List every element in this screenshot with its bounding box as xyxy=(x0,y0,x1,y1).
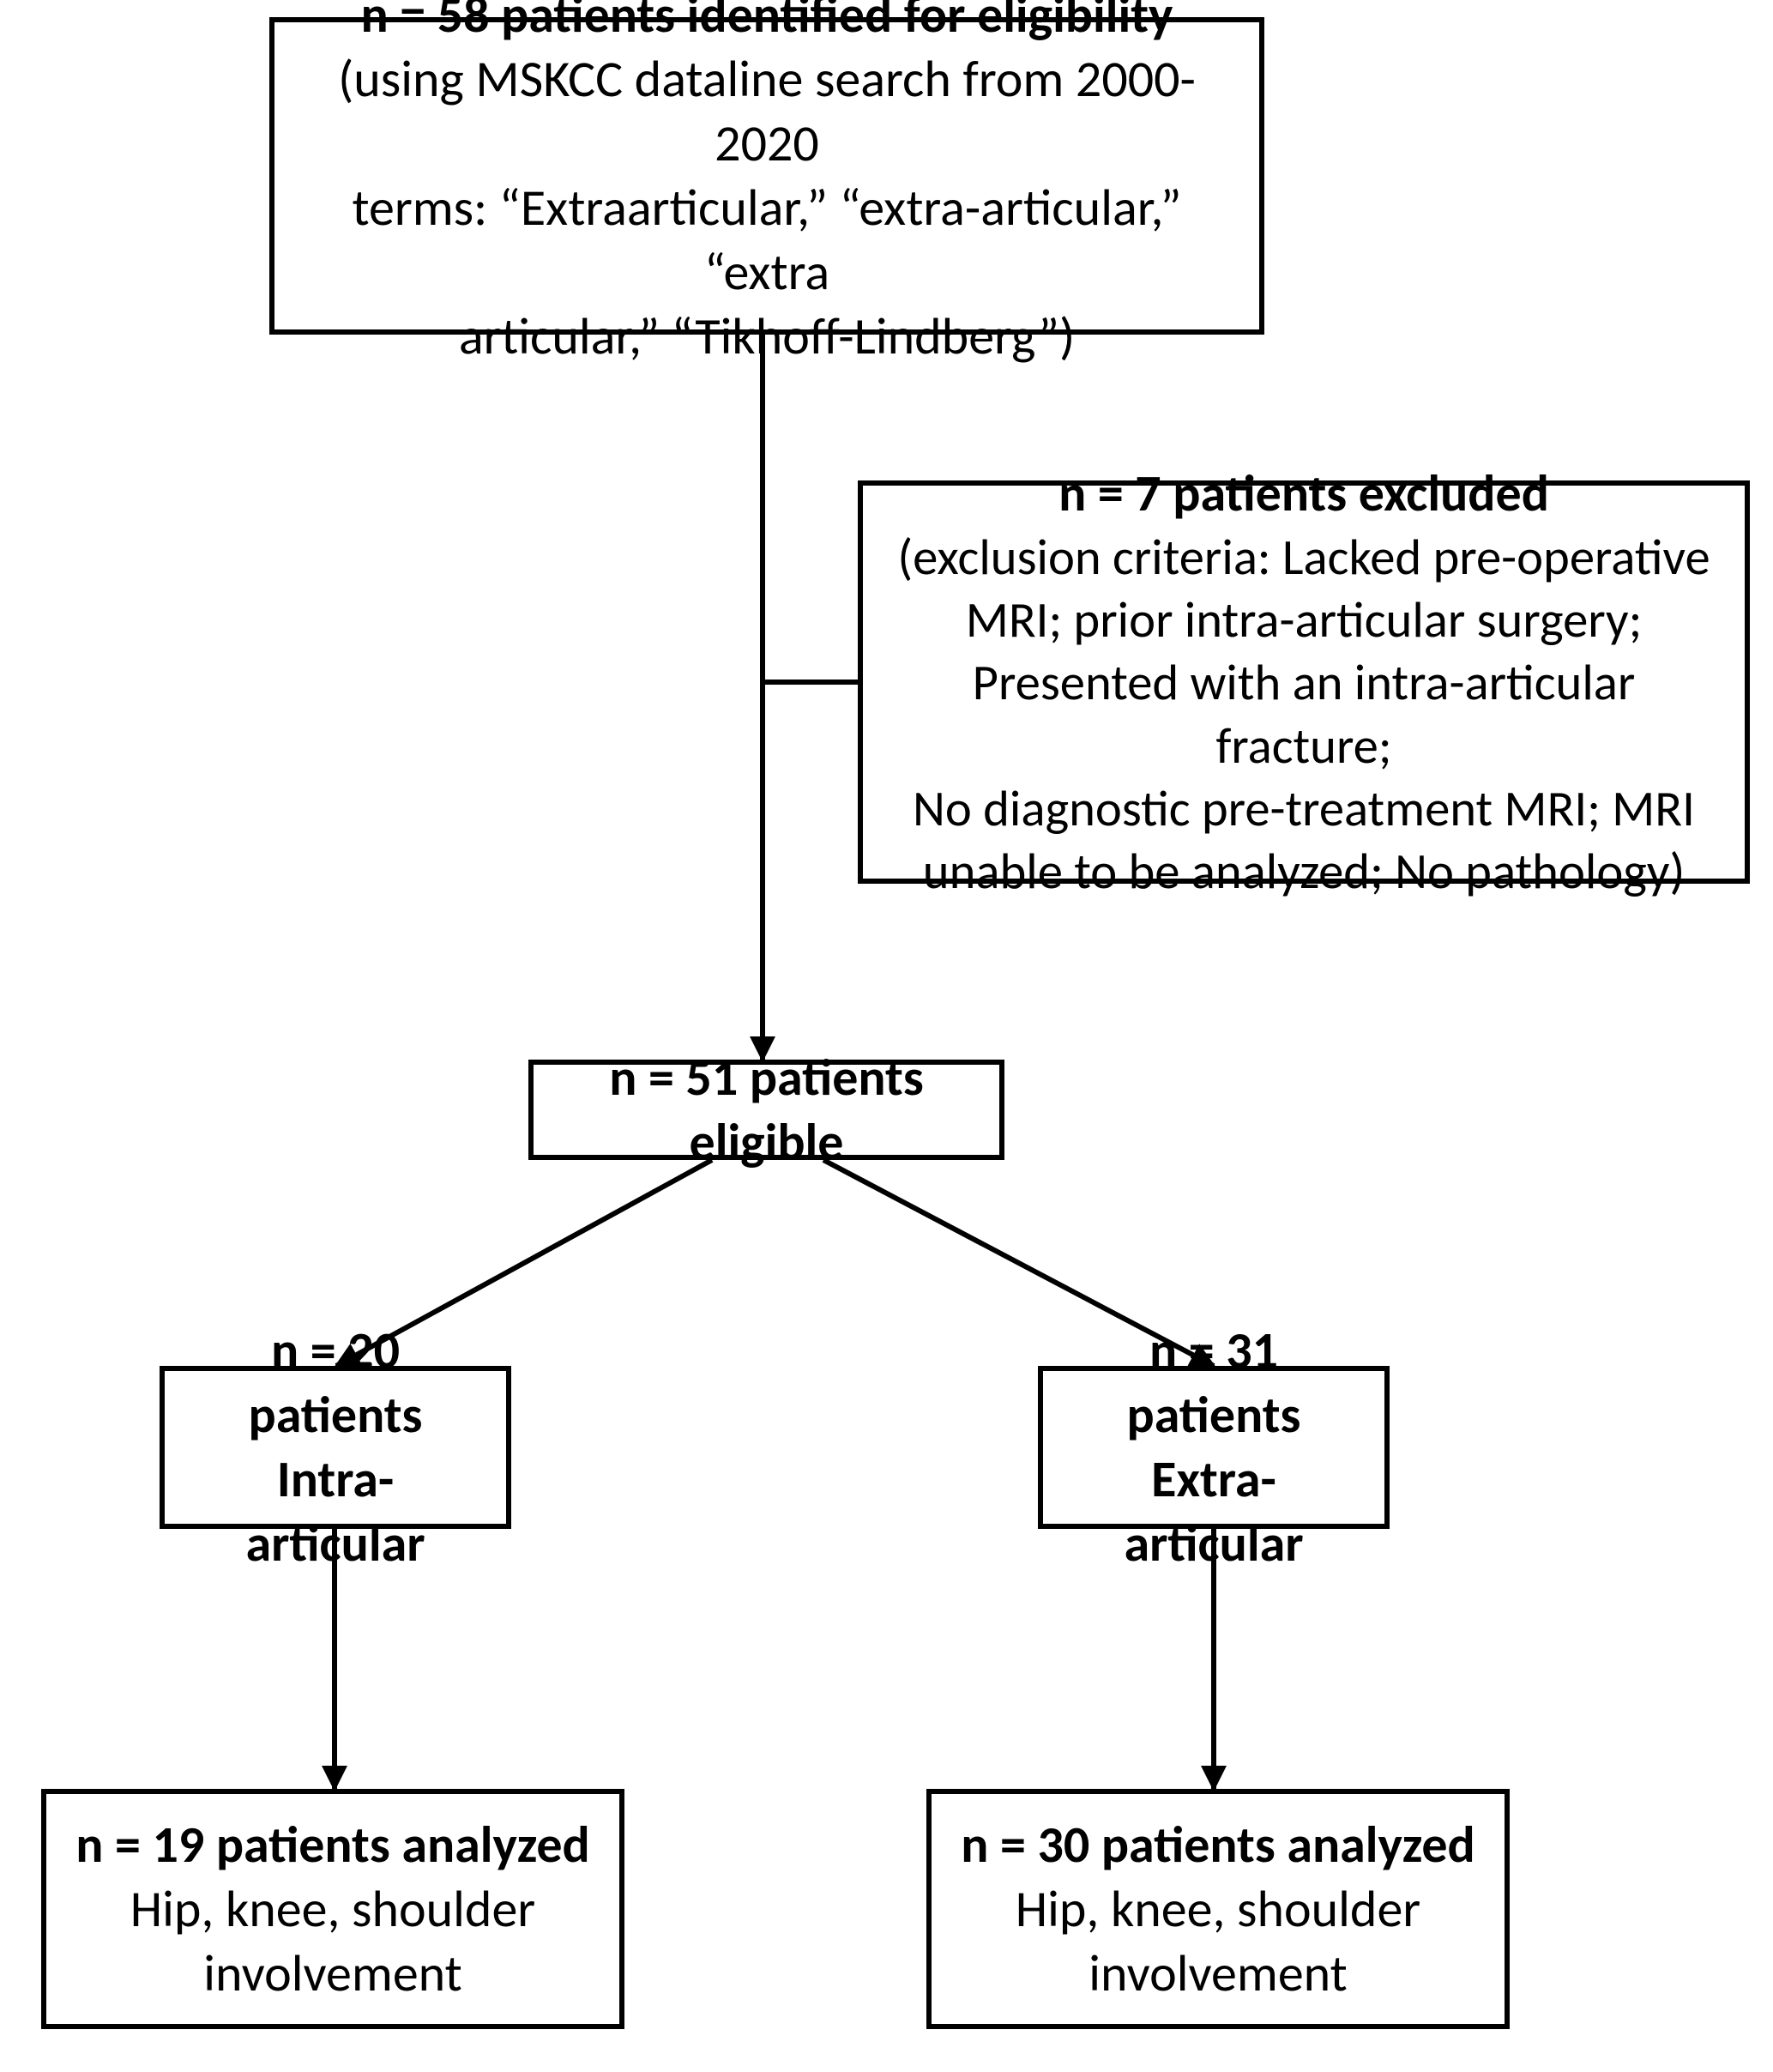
node-intra-analyzed-title: n = 19 patients analyzed xyxy=(75,1813,590,1877)
node-intra-analyzed-line1: Hip, knee, shoulder xyxy=(130,1877,535,1942)
node-eligibility-title: n = 58 patients identified for eligibili… xyxy=(361,0,1173,47)
node-eligibility: n = 58 patients identified for eligibili… xyxy=(269,17,1264,335)
node-extra-articular: n = 31 patients Extra-articular xyxy=(1038,1366,1390,1529)
node-eligible: n = 51 patients eligible xyxy=(528,1060,1004,1160)
node-excluded-line4: No diagnostic pre-treatment MRI; MRI xyxy=(913,777,1695,840)
node-intra-line2: Intra-articular xyxy=(189,1447,482,1576)
node-excluded-line1: (exclusion criteria: Lacked pre-operativ… xyxy=(897,526,1710,589)
node-eligibility-line3: articular,” “Tikhoff-Lindberg”) xyxy=(459,305,1075,369)
node-extra-line1: n = 31 patients xyxy=(1067,1319,1360,1447)
node-excluded-line5: unable to be analyzed; No pathology) xyxy=(923,840,1686,903)
node-excluded-line3: Presented with an intra-articular fractu… xyxy=(887,651,1721,777)
node-extra-analyzed-title: n = 30 patients analyzed xyxy=(961,1813,1475,1877)
node-intra-analyzed-line2: involvement xyxy=(203,1942,461,2006)
node-excluded: n = 7 patients excluded (exclusion crite… xyxy=(858,480,1750,884)
node-extra-line2: Extra-articular xyxy=(1067,1447,1360,1576)
node-intra-articular: n = 20 patients Intra-articular xyxy=(160,1366,511,1529)
node-excluded-title: n = 7 patients excluded xyxy=(1058,462,1549,526)
node-eligibility-line1: (using MSKCC dataline search from 2000-2… xyxy=(299,47,1235,176)
node-extra-analyzed-line1: Hip, knee, shoulder xyxy=(1016,1877,1420,1942)
node-intra-line1: n = 20 patients xyxy=(189,1319,482,1447)
node-eligibility-line2: terms: “Extraarticular,” “extra-articula… xyxy=(299,176,1235,305)
node-excluded-line2: MRI; prior intra-articular surgery; xyxy=(966,589,1643,651)
node-eligible-title: n = 51 patients eligible xyxy=(558,1046,975,1175)
node-extra-analyzed: n = 30 patients analyzed Hip, knee, shou… xyxy=(926,1789,1510,2029)
node-extra-analyzed-line2: involvement xyxy=(1089,1942,1347,2006)
flowchart-canvas: n = 58 patients identified for eligibili… xyxy=(0,0,1773,2072)
node-intra-analyzed: n = 19 patients analyzed Hip, knee, shou… xyxy=(41,1789,624,2029)
